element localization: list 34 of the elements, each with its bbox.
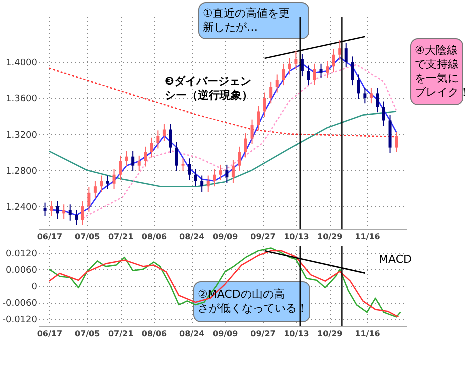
x-tick-label: 11/16 — [355, 330, 381, 338]
x-tick-label: 08/24 — [180, 330, 206, 338]
annotation: ①直近の高値を更新したが… — [203, 7, 290, 34]
x-tick-label: 09/27 — [250, 330, 276, 338]
x-tick-label: 07/05 — [74, 232, 101, 242]
x-tick-label: 08/06 — [142, 232, 168, 242]
x-tick-label: 06/17 — [37, 232, 63, 242]
y-tick-label: 1.3600 — [6, 94, 38, 105]
x-tick-label: 08/06 — [142, 330, 168, 338]
text: ④大陰線で支持線を一気にブレイク！ — [415, 44, 470, 99]
x-tick-label: 09/27 — [250, 232, 276, 242]
x-tick-label: 06/17 — [37, 330, 63, 338]
annotation: ❸ダイバージェンシー（逆行現象） — [165, 75, 253, 102]
x-tick-label: 07/21 — [108, 330, 134, 338]
x-tick-label: 09/09 — [212, 330, 239, 338]
y-tick-label: 0 — [32, 282, 38, 292]
y-tick-label: -0.0120 — [2, 316, 38, 326]
x-tick-label: 10/29 — [318, 232, 344, 242]
x-tick-label: 09/09 — [212, 232, 239, 242]
y-tick-label: 1.2800 — [6, 166, 38, 177]
x-tick-label: 11/16 — [355, 232, 381, 242]
x-tick-label: 10/29 — [318, 330, 344, 338]
y-tick-label: 0.0060 — [6, 266, 38, 276]
x-tick-label: 10/13 — [284, 330, 310, 338]
y-tick-label: -0.0060 — [2, 299, 38, 310]
x-tick-label: 07/21 — [108, 232, 134, 242]
y-tick-label: 1.2400 — [6, 202, 38, 213]
y-tick-label: 1.4000 — [6, 58, 38, 69]
y-tick-label: 0.0120 — [6, 249, 38, 260]
x-tick-label: 08/24 — [180, 232, 206, 242]
y-tick-label: 1.3200 — [6, 130, 38, 141]
x-tick-label: 07/05 — [74, 330, 101, 338]
x-tick-label: 10/13 — [284, 232, 310, 242]
annotation: MACD — [379, 253, 412, 266]
